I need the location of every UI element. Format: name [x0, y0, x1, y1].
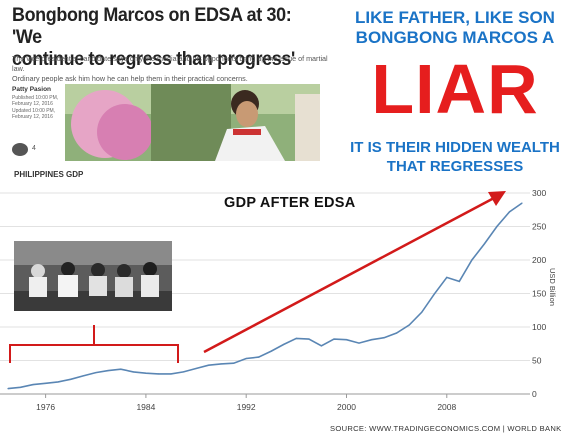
y-tick-label: 50: [532, 356, 542, 366]
article-photo: [65, 84, 320, 161]
gdp-data-point: [433, 293, 435, 295]
gdp-after-edsa-label: GDP AFTER EDSA: [224, 195, 356, 211]
gdp-data-point: [483, 243, 485, 245]
gdp-data-point: [320, 345, 323, 347]
gdp-data-point: [496, 225, 498, 228]
x-tick-label: 1976: [36, 402, 55, 412]
overlay-line-3: IT IS THEIR HIDDEN WEALTH: [350, 139, 560, 156]
gdp-data-point: [157, 373, 160, 375]
gdp-data-point: [132, 371, 134, 373]
headline-line-1: Bongbong Marcos on EDSA at 30: 'We: [12, 4, 292, 48]
published-line-1: Published 10:00 PM,: [12, 95, 59, 101]
gdp-data-point: [508, 211, 511, 213]
gdp-data-point: [345, 339, 348, 341]
gdp-data-point: [471, 259, 473, 261]
gdp-data-point: [396, 332, 398, 334]
gdp-data-point: [370, 339, 373, 341]
comment-count: 4: [32, 145, 36, 152]
overlay-line-2: BONGBONG MARCOS A: [355, 28, 555, 47]
gdp-data-point: [270, 350, 272, 352]
gdp-data-point: [408, 324, 410, 326]
author-name: Patty Pasion: [12, 86, 52, 93]
article-headline: Bongbong Marcos on EDSA at 30: 'We conti…: [12, 4, 306, 70]
gdp-data-point: [45, 382, 47, 384]
gdp-data-point: [358, 342, 360, 344]
gdp-data-point: [458, 280, 460, 283]
gdp-data-point: [220, 363, 222, 365]
y-tick-label: 100: [532, 322, 546, 332]
article-subhead: The vice presidential candidate says onl…: [12, 54, 330, 84]
gdp-data-point: [19, 386, 22, 388]
overlay-line-4: THAT REGRESSES: [386, 158, 524, 175]
gdp-data-point: [333, 338, 335, 340]
gdp-data-point: [145, 372, 147, 374]
gdp-data-point: [120, 368, 122, 370]
headline-line-2: continue to regress than progress': [12, 48, 295, 70]
x-tick-label: 1984: [136, 402, 155, 412]
published-date: Published 10:00 PM, February 12, 2016: [12, 95, 58, 107]
gdp-data-point: [170, 373, 172, 375]
updated-line-2: February 12, 2016: [12, 114, 53, 120]
red-arrow-line: [203, 196, 495, 354]
gdp-data-point: [521, 202, 523, 204]
chart-source: SOURCE: WWW.TRADINGECONOMICS.COM | WORLD…: [330, 424, 562, 433]
y-tick-label: 200: [532, 255, 546, 265]
gdp-data-point: [195, 367, 197, 370]
x-tick-label: 2000: [337, 402, 356, 412]
gdp-data-point: [182, 371, 185, 373]
liar-text: LIAR: [371, 50, 539, 128]
gdp-data-point: [95, 371, 97, 374]
x-tick-label: 1992: [237, 402, 256, 412]
gdp-series-line: [7, 202, 523, 390]
overlay-line-1: LIKE FATHER, LIKE SON: [355, 8, 555, 27]
subhead-line-1: The vice presidential candidate says onl…: [12, 54, 328, 73]
y-tick-label: 250: [532, 222, 546, 232]
comment-icon[interactable]: [12, 143, 28, 156]
y-tick-label: 0: [532, 389, 537, 399]
gdp-data-point: [308, 338, 310, 340]
gdp-data-point: [82, 375, 84, 377]
gdp-data-point: [70, 378, 72, 380]
gdp-data-point: [57, 381, 59, 383]
y-tick-labels: 300 250 200 150 100 50 0: [532, 188, 546, 399]
red-bracket: [9, 325, 179, 363]
updated-line-1: Updated 10:00 PM,: [12, 108, 56, 114]
gdp-data-point: [421, 311, 423, 313]
overlay-top-text: LIKE FATHER, LIKE SON BONGBONG MARCOS A: [330, 8, 580, 48]
gdp-data-point: [258, 356, 260, 358]
gdp-data-point: [207, 364, 210, 366]
gdp-data-point: [295, 337, 297, 339]
overlay-bottom-text: IT IS THEIR HIDDEN WEALTH THAT REGRESSES: [330, 138, 580, 176]
gdp-data-point: [245, 357, 247, 360]
gdp-data-point: [446, 276, 448, 279]
gdp-data-point: [283, 343, 285, 346]
red-arrow-head: [488, 191, 506, 206]
subhead-line-2: Ordinary people ask him how he can help …: [12, 74, 248, 83]
gdp-data-point: [107, 369, 109, 372]
gdp-series-points: [7, 202, 523, 390]
updated-date: Updated 10:00 PM, February 12, 2016: [12, 108, 55, 120]
x-tick-labels: 1976 1984 1992 2000 2008: [36, 402, 456, 412]
x-tick-label: 2008: [437, 402, 456, 412]
gdp-data-point: [32, 384, 34, 386]
chart-title: PHILIPPINES GDP: [14, 170, 84, 179]
gdp-data-point: [233, 362, 235, 364]
gdp-data-point: [383, 337, 385, 339]
published-line-2: February 12, 2016: [12, 101, 53, 107]
y-tick-label: 300: [532, 188, 546, 198]
y-tick-label: 150: [532, 289, 546, 299]
bw-photo: [14, 241, 172, 311]
gdp-data-point: [7, 388, 9, 390]
